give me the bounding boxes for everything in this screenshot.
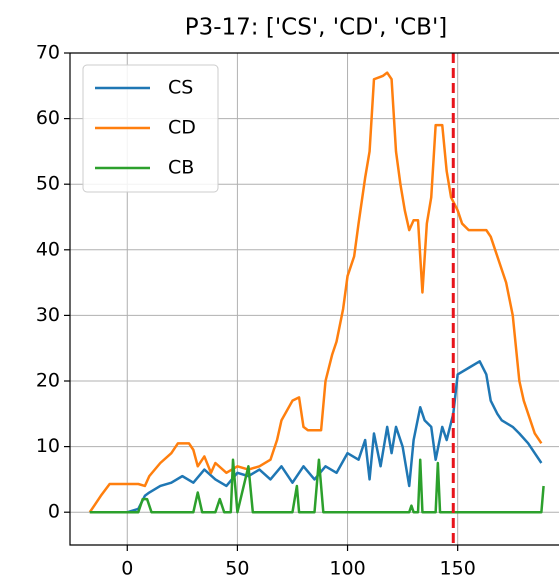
data-line bbox=[88, 71, 543, 513]
y-tick-label: 10 bbox=[36, 435, 60, 457]
legend-label: CS bbox=[168, 77, 193, 99]
y-tick-label: 0 bbox=[48, 501, 60, 523]
y-tick-label: 30 bbox=[36, 304, 60, 326]
x-tick-label: 150 bbox=[440, 558, 476, 580]
legend-box bbox=[82, 64, 219, 193]
x-tick-label: 50 bbox=[225, 558, 249, 580]
y-tick-label: 70 bbox=[36, 42, 60, 64]
y-tick-label: 20 bbox=[36, 370, 60, 392]
data-line bbox=[89, 458, 545, 514]
legend: CS CD CB bbox=[82, 64, 219, 193]
data-line bbox=[89, 360, 543, 514]
y-tick-label: 60 bbox=[36, 107, 60, 129]
legend-label: CB bbox=[168, 157, 194, 179]
x-tick-label: 0 bbox=[121, 558, 133, 580]
x-tick-label: 100 bbox=[329, 558, 365, 580]
legend-label: CD bbox=[168, 117, 196, 139]
y-tick-label: 50 bbox=[36, 173, 60, 195]
y-tick-label: 40 bbox=[36, 238, 60, 260]
chart-title: P3-17: ['CS', 'CD', 'CB'] bbox=[185, 15, 448, 41]
axes-frame bbox=[69, 53, 559, 546]
